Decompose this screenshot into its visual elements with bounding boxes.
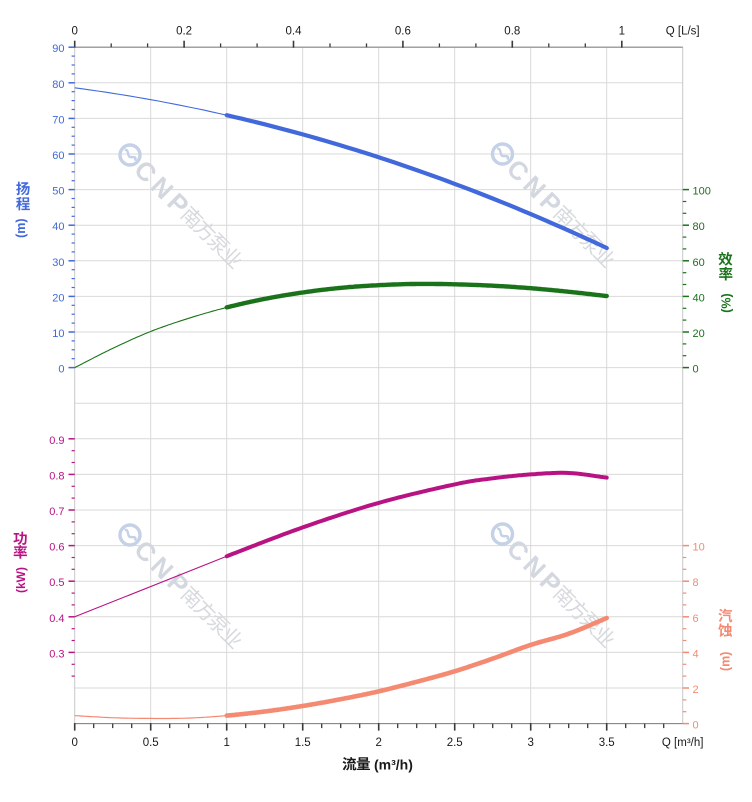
- svg-text:40: 40: [52, 221, 64, 233]
- svg-text:50: 50: [52, 186, 64, 198]
- svg-text:0.6: 0.6: [49, 542, 64, 554]
- svg-text:80: 80: [52, 79, 64, 91]
- svg-text:(%): (%): [720, 293, 734, 312]
- svg-text:0.7: 0.7: [49, 506, 64, 518]
- svg-text:10: 10: [52, 328, 64, 340]
- svg-text:20: 20: [52, 292, 64, 304]
- svg-text:(m): (m): [719, 652, 733, 671]
- svg-text:Q [m³/h]: Q [m³/h]: [662, 737, 704, 749]
- svg-text:90: 90: [52, 43, 64, 55]
- svg-text:0: 0: [693, 364, 699, 376]
- svg-text:80: 80: [693, 221, 705, 233]
- svg-text:0.6: 0.6: [395, 25, 411, 37]
- svg-text:0.8: 0.8: [504, 25, 520, 37]
- svg-text:1.5: 1.5: [295, 737, 311, 749]
- svg-text:0.2: 0.2: [176, 25, 192, 37]
- svg-text:0: 0: [71, 737, 77, 749]
- svg-text:4: 4: [693, 648, 699, 660]
- svg-text:0.5: 0.5: [143, 737, 159, 749]
- svg-text:100: 100: [693, 186, 711, 198]
- svg-text:40: 40: [693, 292, 705, 304]
- svg-text:8: 8: [693, 577, 699, 589]
- svg-text:(m): (m): [14, 218, 28, 237]
- svg-text:2: 2: [375, 737, 381, 749]
- svg-text:0.4: 0.4: [49, 613, 64, 625]
- svg-text:10: 10: [693, 542, 705, 554]
- svg-text:30: 30: [52, 257, 64, 269]
- svg-text:Q [L/s]: Q [L/s]: [666, 25, 700, 37]
- svg-text:6: 6: [693, 613, 699, 625]
- svg-text:2: 2: [693, 684, 699, 696]
- svg-text:0: 0: [71, 25, 77, 37]
- svg-text:0: 0: [693, 720, 699, 732]
- svg-text:20: 20: [693, 328, 705, 340]
- svg-text:0: 0: [58, 364, 64, 376]
- svg-text:70: 70: [52, 114, 64, 126]
- svg-text:60: 60: [52, 150, 64, 162]
- svg-text:3: 3: [527, 737, 533, 749]
- svg-text:(kW): (kW): [14, 567, 28, 593]
- svg-text:0.3: 0.3: [49, 648, 64, 660]
- svg-text:(m³/h): (m³/h): [374, 757, 413, 773]
- svg-text:3.5: 3.5: [599, 737, 615, 749]
- svg-text:2.5: 2.5: [447, 737, 463, 749]
- svg-text:1: 1: [223, 737, 229, 749]
- svg-text:0.5: 0.5: [49, 577, 64, 589]
- svg-text:1: 1: [619, 25, 625, 37]
- svg-text:60: 60: [693, 257, 705, 269]
- svg-text:0.9: 0.9: [49, 435, 64, 447]
- svg-text:0.4: 0.4: [286, 25, 303, 37]
- svg-text:0.8: 0.8: [49, 470, 64, 482]
